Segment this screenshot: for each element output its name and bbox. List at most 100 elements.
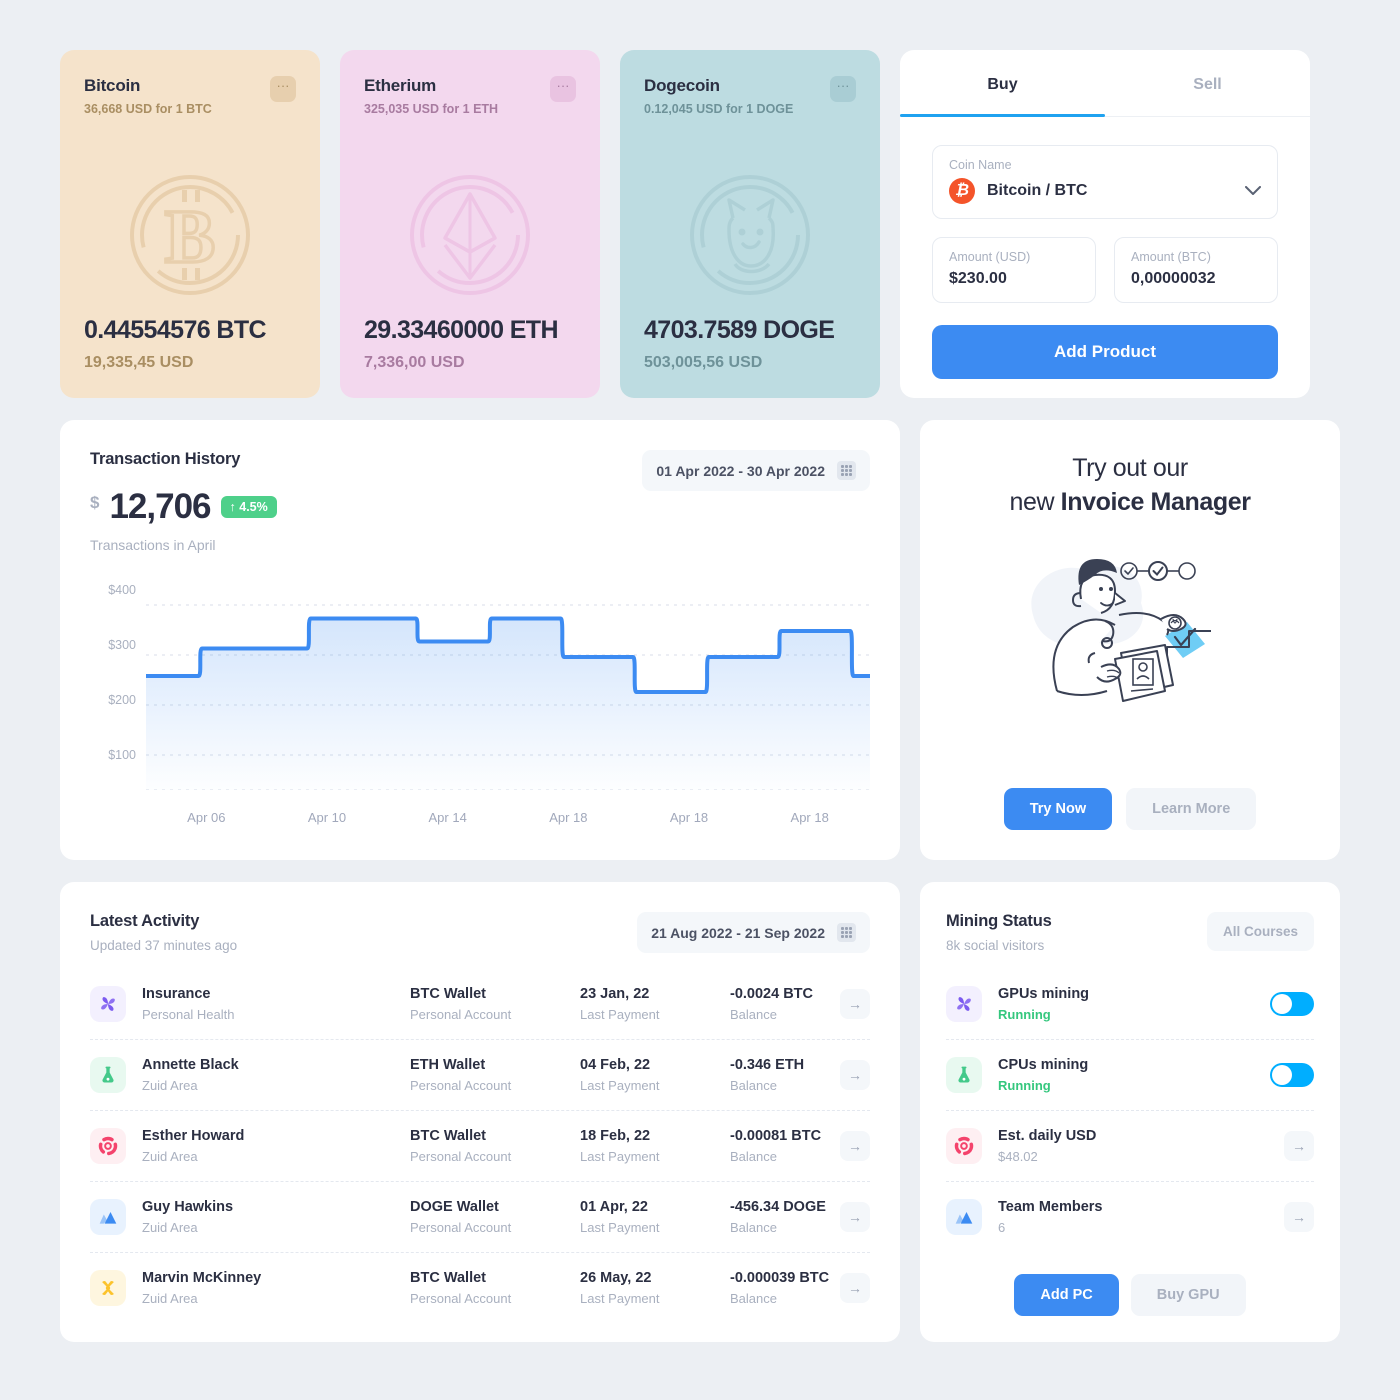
latest-activity-title: Latest Activity: [90, 912, 200, 930]
calendar-icon: [837, 923, 856, 942]
mining-name: Team Members: [998, 1199, 1103, 1215]
coin-amount: 4703.7589 DOGE: [644, 316, 835, 344]
bitcoin-badge-icon: ₿: [949, 178, 975, 204]
mining-text-group: Team Members 6: [998, 1199, 1284, 1235]
try-now-button[interactable]: Try Now: [1003, 788, 1113, 830]
activity-balance-cell: -456.34 DOGE Balance: [730, 1199, 840, 1235]
coin-rate: 36,668 USD for 1 BTC: [84, 102, 212, 116]
coin-menu-button[interactable]: ···: [270, 76, 296, 102]
activity-place: Zuid Area: [142, 1220, 198, 1235]
activity-name: Esther Howard: [142, 1128, 245, 1144]
x-tick-label: Apr 18: [669, 810, 709, 825]
table-row[interactable]: Marvin McKinney Zuid Area BTC Wallet Per…: [90, 1253, 870, 1323]
page-title: Transaction History: [90, 450, 241, 468]
activity-detail-button[interactable]: →: [840, 989, 870, 1019]
coin-usd-value: 503,005,56 USD: [644, 354, 763, 371]
latest-activity-card: Latest Activity Updated 37 minutes ago 2…: [60, 882, 900, 1342]
activity-place: Zuid Area: [142, 1149, 198, 1164]
list-item[interactable]: Team Members 6 →: [946, 1182, 1314, 1252]
activity-balance-label: Balance: [730, 1149, 777, 1164]
promo-line-2-prefix: new: [1009, 488, 1061, 516]
amount-usd-label: Amount (USD): [949, 250, 1031, 264]
transaction-history-header: Transaction History $ 12,706 ↑ 4.5% Tran…: [90, 450, 870, 553]
list-item[interactable]: Est. daily USD $48.02 →: [946, 1111, 1314, 1182]
activity-date-label: Last Payment: [580, 1220, 660, 1235]
coin-card-titles: Etherium 325,035 USD for 1 ETH: [364, 76, 498, 116]
activity-detail-button[interactable]: →: [840, 1202, 870, 1232]
activity-date-cell: 26 May, 22 Last Payment: [580, 1270, 730, 1306]
table-row[interactable]: Esther Howard Zuid Area BTC Wallet Perso…: [90, 1111, 870, 1182]
activity-wallet: DOGE Wallet: [410, 1199, 499, 1215]
activity-wallet-cell: BTC Wallet Personal Account: [410, 1270, 580, 1306]
activity-place: Zuid Area: [142, 1291, 198, 1306]
activity-and-mining-row: Latest Activity Updated 37 minutes ago 2…: [60, 882, 1340, 1342]
activity-place: Zuid Area: [142, 1078, 198, 1093]
add-product-button[interactable]: Add Product: [932, 325, 1278, 379]
status-badge: ↑ 4.5%: [220, 496, 277, 518]
activity-date: 23 Jan, 22: [580, 986, 650, 1002]
activity-balance: -456.34 DOGE: [730, 1199, 826, 1215]
transaction-area-chart: $400 $300 $200 $100: [90, 575, 870, 825]
amount-usd-field[interactable]: Amount (USD) $230.00: [932, 237, 1096, 303]
chart-x-axis: Apr 06 Apr 10 Apr 14 Apr 18 Apr 18 Apr 1…: [146, 810, 870, 825]
tab-buy[interactable]: Buy: [900, 50, 1105, 117]
activity-balance-cell: -0.00081 BTC Balance: [730, 1128, 840, 1164]
coin-menu-button[interactable]: ···: [550, 76, 576, 102]
coin-card-bitcoin[interactable]: Bitcoin 36,668 USD for 1 BTC ··· B 0.445…: [60, 50, 320, 398]
y-tick-label: $400: [108, 583, 136, 597]
list-item[interactable]: GPUs mining Running: [946, 969, 1314, 1040]
activity-wallet-cell: ETH Wallet Personal Account: [410, 1057, 580, 1093]
mining-status-header: Mining Status 8k social visitors All Cou…: [946, 912, 1314, 953]
coin-name-select[interactable]: Coin Name ₿ Bitcoin / BTC: [932, 145, 1278, 219]
coin-rate: 325,035 USD for 1 ETH: [364, 102, 499, 116]
mining-status-titles: Mining Status 8k social visitors: [946, 912, 1052, 953]
chart-and-promo-row: Transaction History $ 12,706 ↑ 4.5% Tran…: [60, 420, 1340, 860]
add-pc-button[interactable]: Add PC: [1014, 1274, 1119, 1316]
trade-tabs: Buy Sell: [900, 50, 1310, 117]
table-row[interactable]: Guy Hawkins Zuid Area DOGE Wallet Person…: [90, 1182, 870, 1253]
buy-gpu-button[interactable]: Buy GPU: [1130, 1274, 1246, 1316]
mining-name: CPUs mining: [998, 1057, 1089, 1073]
activity-name: Guy Hawkins: [142, 1199, 234, 1215]
activity-detail-button[interactable]: →: [840, 1131, 870, 1161]
coin-card-titles: Dogecoin 0.12,045 USD for 1 DOGE: [644, 76, 793, 116]
activity-date-label: Last Payment: [580, 1078, 660, 1093]
amount-btc-field[interactable]: Amount (BTC) 0,00000032: [1114, 237, 1278, 303]
bitcoin-coin-icon: B: [125, 170, 255, 305]
mining-detail-button[interactable]: →: [1284, 1131, 1314, 1161]
flask-icon: [946, 1057, 982, 1093]
lifebuoy-icon: [946, 1128, 982, 1164]
activity-date-range-picker[interactable]: 21 Aug 2022 - 21 Sep 2022: [637, 912, 870, 953]
activity-name: Annette Black: [142, 1057, 239, 1073]
coin-card-etherium[interactable]: Etherium 325,035 USD for 1 ETH ··· 29.33…: [340, 50, 600, 398]
trade-panel: Buy Sell Coin Name ₿ Bitcoin / BTC: [900, 50, 1310, 398]
activity-name: Marvin McKinney: [142, 1270, 262, 1286]
mining-detail-button[interactable]: →: [1284, 1202, 1314, 1232]
coin-card-dogecoin[interactable]: Dogecoin 0.12,045 USD for 1 DOGE ···: [620, 50, 880, 398]
flask-icon: [90, 1057, 126, 1093]
activity-place: Personal Health: [142, 1007, 235, 1022]
mining-toggle[interactable]: [1270, 992, 1314, 1016]
mining-name: Est. daily USD: [998, 1128, 1097, 1144]
coin-menu-button[interactable]: ···: [830, 76, 856, 102]
learn-more-button[interactable]: Learn More: [1126, 788, 1257, 830]
tab-sell[interactable]: Sell: [1105, 50, 1310, 116]
chevron-down-icon[interactable]: [1245, 183, 1261, 200]
mining-name: GPUs mining: [998, 986, 1090, 1002]
activity-date-cell: 04 Feb, 22 Last Payment: [580, 1057, 730, 1093]
table-row[interactable]: Annette Black Zuid Area ETH Wallet Perso…: [90, 1040, 870, 1111]
coin-card-titles: Bitcoin 36,668 USD for 1 BTC: [84, 76, 212, 116]
transaction-total-group: $ 12,706 ↑ 4.5%: [90, 487, 277, 527]
table-row[interactable]: Insurance Personal Health BTC Wallet Per…: [90, 969, 870, 1040]
activity-balance-cell: -0.000039 BTC Balance: [730, 1270, 840, 1306]
all-courses-button[interactable]: All Courses: [1206, 912, 1314, 951]
activity-account: Personal Account: [410, 1007, 512, 1022]
list-item[interactable]: CPUs mining Running: [946, 1040, 1314, 1111]
activity-detail-button[interactable]: →: [840, 1060, 870, 1090]
date-range-picker[interactable]: 01 Apr 2022 - 30 Apr 2022: [642, 450, 870, 491]
activity-detail-button[interactable]: →: [840, 1273, 870, 1303]
mining-toggle[interactable]: [1270, 1063, 1314, 1087]
invoice-illustration: [1015, 541, 1245, 721]
x-tick-label: Apr 06: [187, 810, 226, 825]
